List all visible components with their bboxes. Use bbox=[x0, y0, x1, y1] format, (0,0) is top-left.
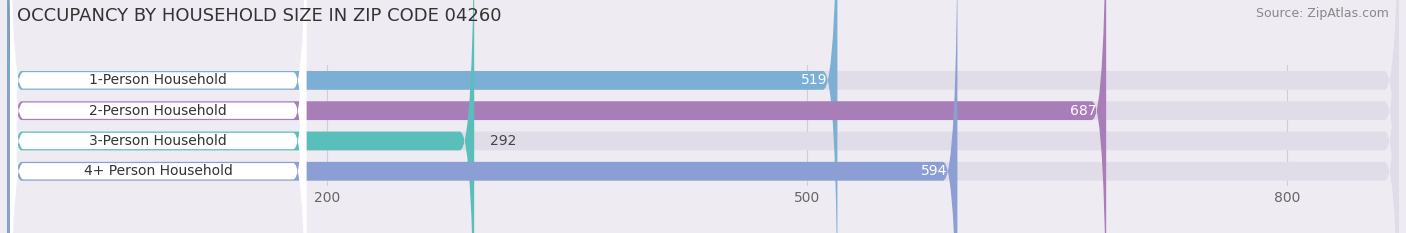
FancyBboxPatch shape bbox=[7, 0, 1399, 233]
Text: 2-Person Household: 2-Person Household bbox=[90, 104, 228, 118]
Text: 3-Person Household: 3-Person Household bbox=[90, 134, 228, 148]
FancyBboxPatch shape bbox=[7, 0, 474, 233]
FancyBboxPatch shape bbox=[10, 0, 307, 233]
Text: 687: 687 bbox=[1070, 104, 1097, 118]
FancyBboxPatch shape bbox=[7, 0, 1399, 233]
Text: OCCUPANCY BY HOUSEHOLD SIZE IN ZIP CODE 04260: OCCUPANCY BY HOUSEHOLD SIZE IN ZIP CODE … bbox=[17, 7, 502, 25]
FancyBboxPatch shape bbox=[7, 0, 838, 233]
Text: 292: 292 bbox=[491, 134, 516, 148]
FancyBboxPatch shape bbox=[7, 0, 957, 233]
Text: Source: ZipAtlas.com: Source: ZipAtlas.com bbox=[1256, 7, 1389, 20]
Text: 519: 519 bbox=[801, 73, 828, 87]
Text: 594: 594 bbox=[921, 164, 948, 178]
FancyBboxPatch shape bbox=[7, 0, 1399, 233]
FancyBboxPatch shape bbox=[7, 0, 1399, 233]
Text: 4+ Person Household: 4+ Person Household bbox=[84, 164, 232, 178]
FancyBboxPatch shape bbox=[10, 0, 307, 233]
FancyBboxPatch shape bbox=[7, 0, 1107, 233]
Text: 1-Person Household: 1-Person Household bbox=[90, 73, 228, 87]
FancyBboxPatch shape bbox=[10, 0, 307, 233]
FancyBboxPatch shape bbox=[10, 0, 307, 233]
